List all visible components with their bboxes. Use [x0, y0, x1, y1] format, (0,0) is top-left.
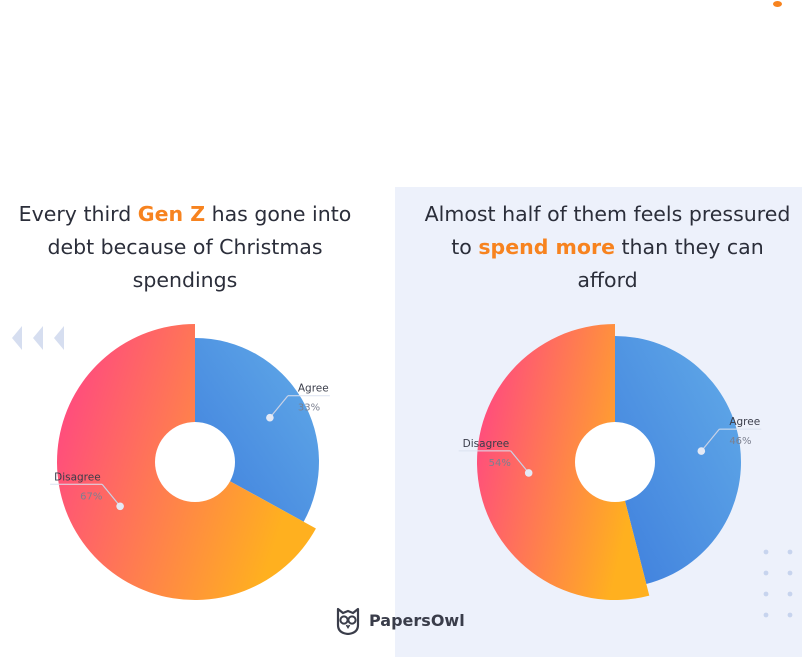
callout-line [269, 395, 289, 419]
callout-line [510, 450, 530, 474]
donut-hole [575, 422, 655, 502]
title-text: than they can [615, 235, 764, 259]
callout-dot [524, 469, 533, 477]
brand-name: PapersOwl [369, 610, 465, 630]
title-highlight: Gen Z [137, 202, 206, 226]
slice-category-label: Disagree [463, 438, 510, 450]
donut-hole [155, 422, 235, 502]
title-highlight: spend more [478, 235, 615, 259]
slice-value-label: 46% [729, 436, 751, 447]
papersowl-logo: PapersOwl [335, 603, 465, 637]
slice-category-label: Disagree [54, 471, 101, 483]
title-text: Every third [18, 202, 138, 226]
owl-icon [336, 607, 360, 635]
title-text: to [451, 235, 479, 259]
chevron-arrows-icon [12, 326, 64, 350]
slice-value-label: 67% [80, 491, 102, 502]
title-line: Almost half of them feels pressured [424, 202, 791, 226]
callout-line [101, 483, 121, 507]
pie-slice-disagree [477, 324, 650, 600]
slice-value-label: 33% [298, 403, 320, 414]
callout-line [700, 428, 720, 452]
right-chart-title: Almost half of them feels pressured to s… [403, 198, 802, 297]
callout-dot [116, 502, 124, 511]
title-text: has gone into [205, 202, 352, 226]
callout-dot [697, 447, 706, 455]
title-line: afford [577, 268, 638, 292]
slice-category-label: Agree [298, 383, 329, 395]
callout-dot [266, 413, 274, 422]
slice-category-label: Agree [729, 416, 760, 428]
pie-slice-agree [615, 336, 742, 585]
decorative-dot [773, 1, 782, 7]
title-line: debt because of Christmas [47, 235, 323, 259]
left-chart-title: Every third Gen Z has gone into debt bec… [0, 198, 370, 297]
slice-value-label: 54% [489, 458, 511, 469]
title-line: spendings [132, 268, 238, 292]
decorative-dot-grid [763, 549, 793, 618]
